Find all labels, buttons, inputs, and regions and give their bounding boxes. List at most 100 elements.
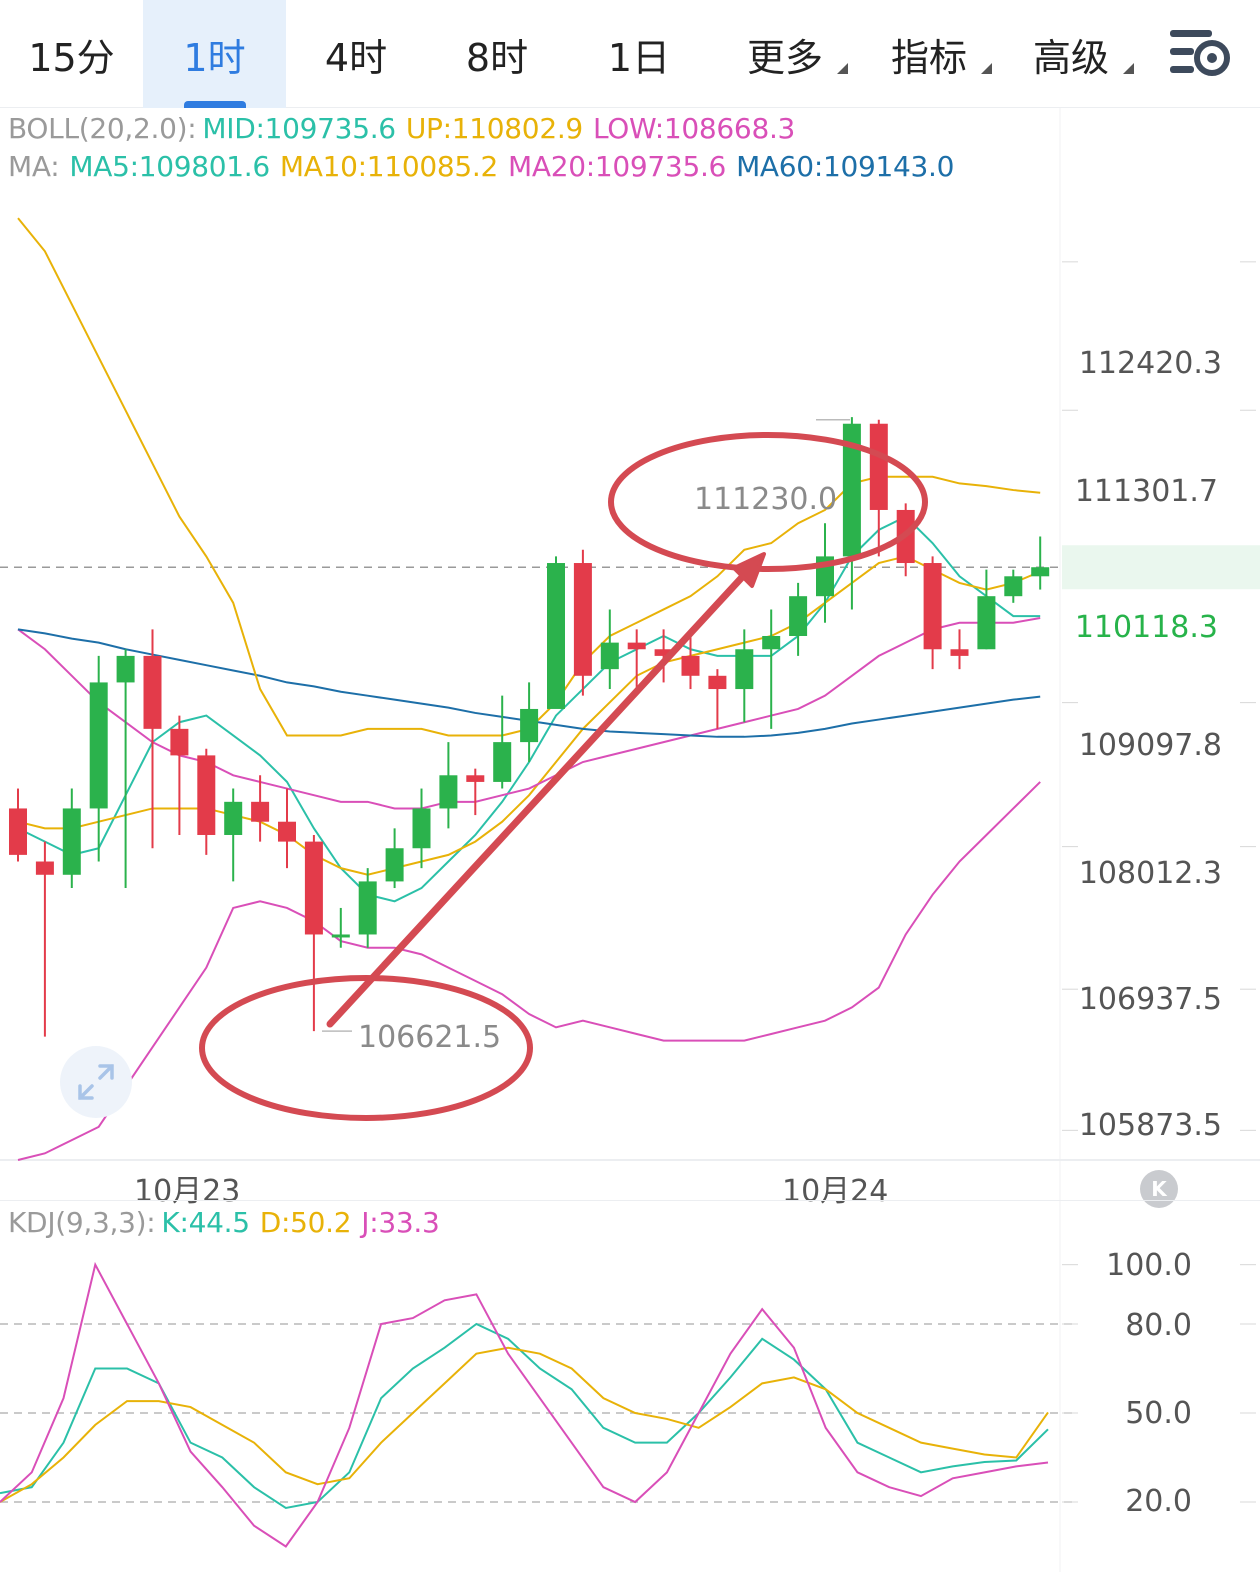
ma-name: MA:: [8, 150, 60, 183]
candle: [143, 629, 162, 849]
trend-arrow-line: [326, 570, 749, 1028]
candle: [412, 788, 431, 869]
tab-15min[interactable]: 15分: [0, 0, 143, 108]
line-ma10: [17, 555, 1041, 876]
tab-indicators-dropdown[interactable]: 指标: [874, 0, 992, 108]
line-boll_low: [17, 781, 1041, 1161]
boll-mid: MID:109735.6: [202, 112, 396, 145]
candle-body: [304, 841, 323, 935]
active-tab-indicator: [183, 101, 246, 108]
candle-body: [35, 861, 54, 875]
kdj-y-tick-label: 80.0: [1125, 1308, 1192, 1343]
tab-label: 1日: [607, 35, 671, 80]
candle-body: [143, 655, 162, 729]
kdj-line-j: [0, 1261, 1049, 1548]
candle-body: [251, 801, 270, 822]
candle: [385, 828, 404, 889]
candle: [789, 582, 808, 656]
candle: [977, 569, 996, 650]
tab-1hour[interactable]: 1时: [143, 0, 286, 108]
candle: [842, 417, 861, 610]
tab-4hour[interactable]: 4时: [286, 0, 426, 108]
candle-body: [278, 821, 296, 842]
y-tick-label: 111301.7: [1074, 474, 1218, 509]
candle-body: [116, 655, 135, 683]
candle: [439, 742, 458, 829]
x-tick-label: 10月23: [134, 1174, 241, 1209]
current-price-badge: [1062, 545, 1260, 590]
candle-body: [62, 808, 81, 875]
candle-body: [923, 563, 942, 650]
candle-body: [762, 635, 781, 650]
scroll-to-latest-button[interactable]: K: [1140, 1170, 1178, 1208]
tab-8hour[interactable]: 8时: [426, 0, 568, 108]
candle: [1031, 536, 1050, 590]
candle-body: [358, 881, 377, 935]
ma60-value: MA60:109143.0: [736, 150, 955, 183]
candle: [224, 788, 243, 882]
ma-legend: MA: MA5:109801.6 MA10:110085.2 MA20:109735.…: [8, 150, 964, 183]
candle-body: [869, 423, 888, 510]
kdj-j-value: J:33.3: [361, 1206, 440, 1239]
candle: [573, 549, 592, 696]
tab-label: 1时: [183, 35, 246, 80]
candle-body: [708, 675, 727, 690]
candle: [9, 788, 27, 862]
candle: [35, 841, 54, 1037]
candle: [170, 715, 189, 835]
candle-body: [977, 596, 996, 650]
kdj-y-tick-label: 100.0: [1106, 1248, 1192, 1283]
candle-body: [170, 728, 189, 756]
candle: [493, 695, 512, 789]
high-annotation-circle: [608, 432, 928, 572]
ma10-value: MA10:110085.2: [279, 150, 498, 183]
candle-body: [385, 848, 404, 882]
candle-body: [842, 423, 861, 557]
candle-body: [9, 808, 27, 855]
x-tick-label: 10月24: [782, 1174, 889, 1209]
tab-more-dropdown[interactable]: 更多: [730, 0, 848, 108]
y-tick-label: 108012.3: [1078, 856, 1222, 891]
candle-body: [654, 649, 673, 656]
tab-advanced-dropdown[interactable]: 高级: [1016, 0, 1134, 108]
tab-label: 15分: [28, 35, 115, 80]
trend-arrow-head: [732, 552, 766, 588]
candle-body: [681, 655, 700, 676]
tab-label: 更多: [746, 35, 823, 80]
candle-body: [89, 682, 108, 809]
candle-body: [439, 775, 458, 809]
candle-body: [466, 775, 485, 782]
chart-settings-icon[interactable]: [1168, 24, 1232, 82]
candle: [627, 629, 646, 690]
kdj-legend: KDJ(9,3,3): K:44.5 D:50.2 J:33.3: [8, 1206, 450, 1239]
kdj-chart[interactable]: [0, 1200, 1260, 1572]
candle: [547, 556, 565, 709]
tab-1day[interactable]: 1日: [568, 0, 710, 108]
candle: [923, 556, 942, 670]
candle: [708, 669, 727, 729]
kdj-y-tick-label: 20.0: [1125, 1484, 1192, 1519]
tab-label: 高级: [1032, 35, 1109, 80]
candle: [600, 609, 619, 690]
candle: [304, 834, 323, 1032]
kdj-line-k: [0, 1322, 1049, 1509]
candle: [116, 649, 135, 889]
y-tick-label: 109097.8: [1078, 728, 1222, 763]
y-tick-label: 105873.5: [1078, 1108, 1222, 1143]
candle: [251, 775, 270, 842]
scroll-to-latest-label: K: [1151, 1177, 1167, 1201]
candle-body: [789, 596, 808, 636]
candle-body: [412, 808, 431, 849]
boll-low: LOW:108668.3: [592, 112, 796, 145]
kdj-line-d: [0, 1346, 1049, 1503]
candle-body: [1031, 567, 1050, 577]
expand-chart-icon[interactable]: [60, 1046, 132, 1118]
candle-body: [950, 649, 969, 656]
candle-body: [1004, 576, 1023, 597]
line-ma20: [17, 617, 1041, 810]
kdj-name: KDJ(9,3,3):: [8, 1206, 156, 1239]
candlestick-chart[interactable]: [0, 108, 1260, 1200]
low-price-annotation: 106621.5: [358, 1020, 502, 1055]
candle-body: [547, 563, 565, 709]
candle-body: [493, 742, 512, 782]
